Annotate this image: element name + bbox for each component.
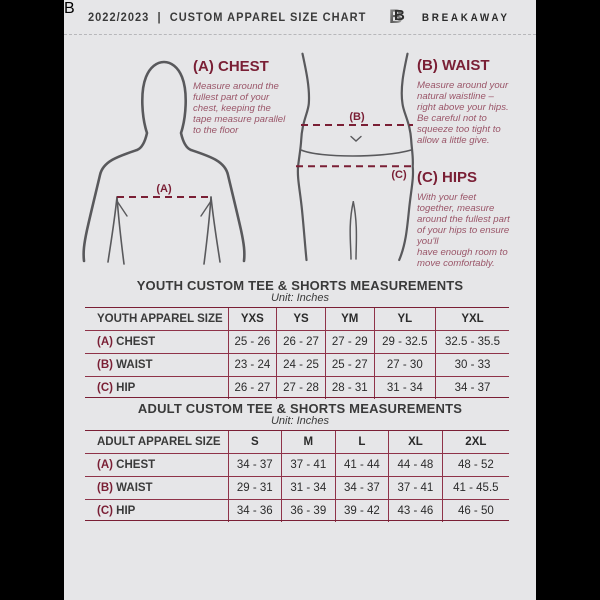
svg-text:(C): (C) — [391, 169, 407, 181]
svg-text:(A): (A) — [156, 183, 172, 195]
svg-text:(B): (B) — [349, 111, 365, 123]
